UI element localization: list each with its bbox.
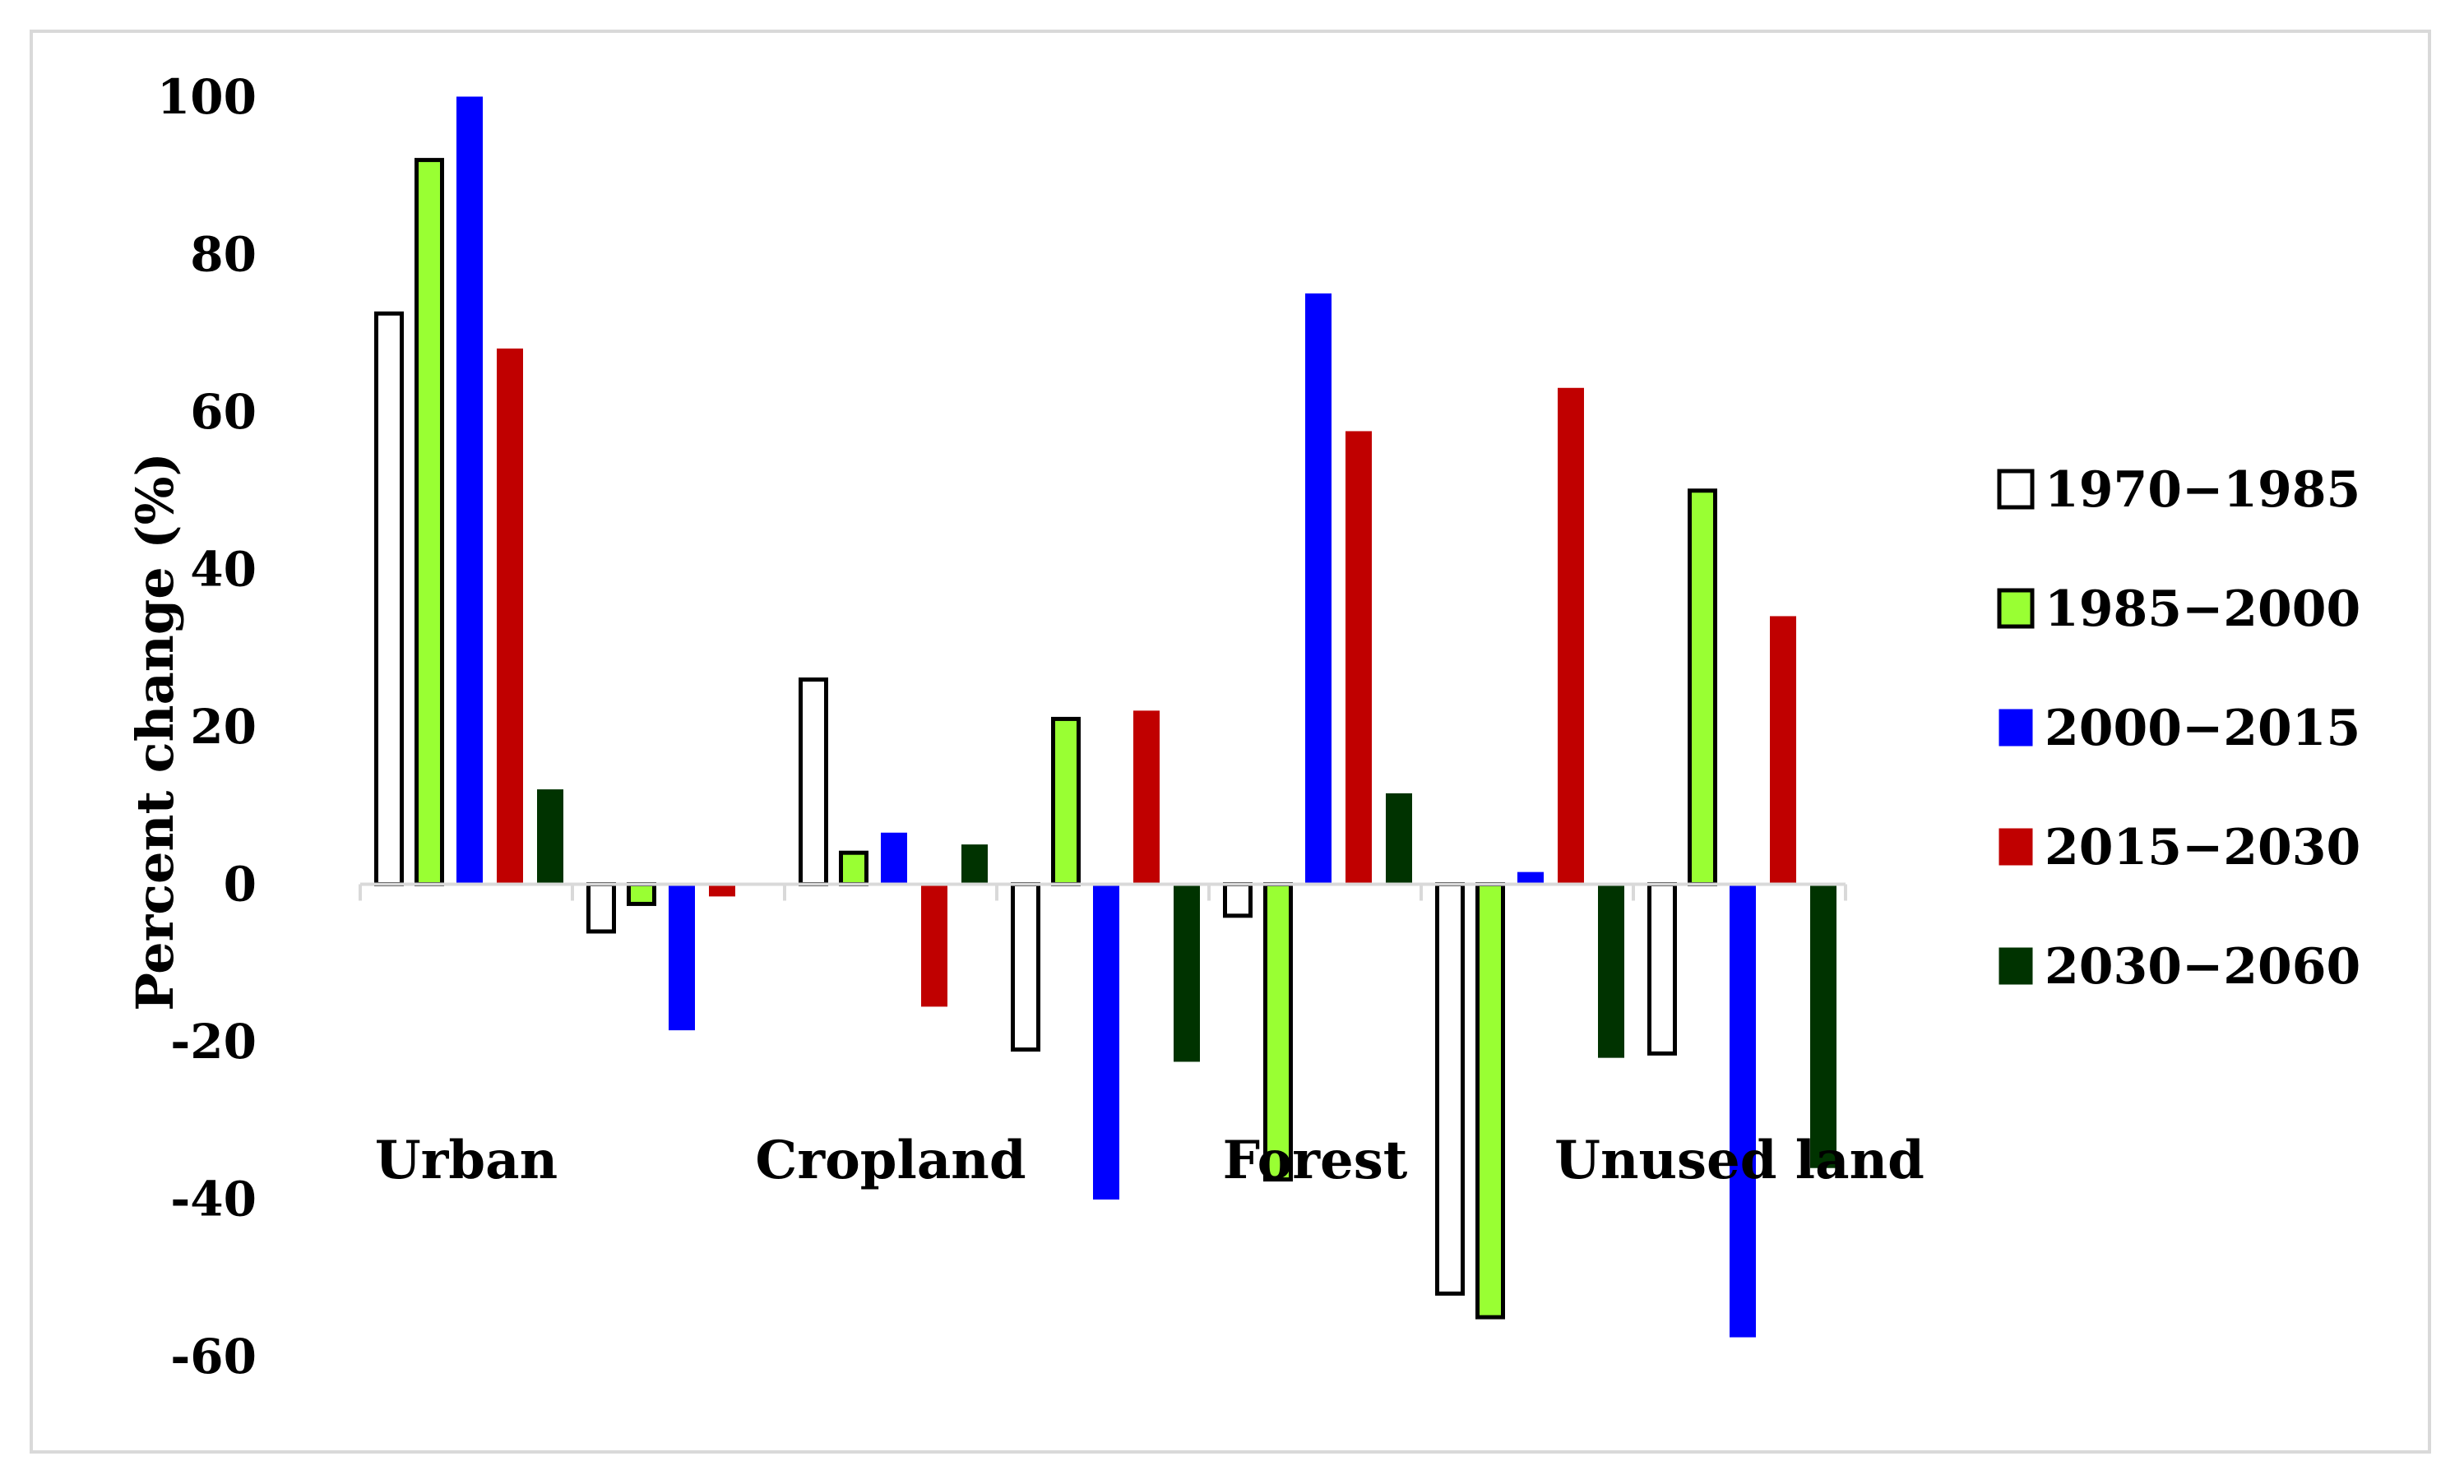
bar xyxy=(669,884,695,1031)
bar xyxy=(1435,882,1465,1296)
bar xyxy=(1647,882,1677,1056)
legend-swatch xyxy=(1999,947,2033,985)
y-tick-label: 20 xyxy=(190,699,257,755)
bar xyxy=(1386,793,1412,885)
bar xyxy=(799,677,828,886)
bar xyxy=(374,311,404,886)
legend-label: 2000−2015 xyxy=(2045,700,2360,757)
bar xyxy=(586,882,616,934)
y-tick-label: -20 xyxy=(170,1014,257,1070)
category-label: Urban xyxy=(375,1130,558,1191)
bar xyxy=(456,96,483,885)
bar xyxy=(1770,616,1796,885)
bar xyxy=(1263,882,1293,1182)
x-axis-ticks xyxy=(359,884,1847,901)
y-tick-label: 0 xyxy=(224,857,257,913)
legend-swatch xyxy=(1997,469,2035,510)
bar xyxy=(709,884,735,897)
legend: 1970−1985 1985−2000 2000−2015 2015−2030 2030… xyxy=(1997,461,2360,996)
y-tick-label: -60 xyxy=(170,1329,257,1385)
legend-swatch xyxy=(1997,588,2035,629)
legend-swatch xyxy=(1999,828,2033,866)
bar xyxy=(537,789,563,885)
y-tick-label: 100 xyxy=(157,69,257,125)
bar xyxy=(1223,882,1253,918)
legend-label: 1985−2000 xyxy=(2045,580,2360,638)
y-tick-label: -40 xyxy=(170,1172,257,1227)
category-label: Cropland xyxy=(755,1130,1026,1191)
bar xyxy=(1305,293,1332,885)
bar xyxy=(627,882,656,906)
bar xyxy=(415,158,444,887)
bar xyxy=(1011,882,1040,1052)
bar xyxy=(1810,884,1836,1168)
bar xyxy=(1598,884,1624,1058)
legend-label: 1970−1985 xyxy=(2045,461,2360,519)
chart-frame: Percent change (%) 100 80 60 40 20 0 -20 -40 -60… xyxy=(30,30,2431,1454)
bar xyxy=(1558,387,1584,885)
bar xyxy=(1730,884,1756,1338)
bar xyxy=(961,844,988,885)
category-label: Forest xyxy=(1223,1130,1408,1191)
bar xyxy=(1174,884,1200,1062)
category-label: Unused land xyxy=(1554,1130,1924,1191)
bar xyxy=(1093,884,1119,1200)
legend-label: 2030−2060 xyxy=(2045,938,2360,996)
bar xyxy=(1051,716,1081,886)
bar xyxy=(1345,431,1372,885)
y-axis-title: Percent change (%) xyxy=(125,452,185,1011)
y-axis-ticks: 100 80 60 40 20 0 -20 -40 -60 xyxy=(157,69,257,1385)
y-tick-label: 80 xyxy=(190,227,257,283)
y-tick-label: 40 xyxy=(190,542,257,598)
bar xyxy=(497,348,523,885)
bar xyxy=(1133,710,1160,885)
y-tick-label: 60 xyxy=(190,384,257,440)
bar xyxy=(881,832,907,885)
bar xyxy=(921,884,947,1007)
bar xyxy=(839,850,868,887)
bar xyxy=(1517,871,1544,885)
bar xyxy=(1688,488,1717,886)
bar xyxy=(1475,882,1505,1320)
legend-label: 2015−2030 xyxy=(2045,819,2360,876)
legend-swatch xyxy=(1999,709,2033,747)
category-labels: Urban Cropland Forest Unused land xyxy=(375,1130,1924,1191)
bar-chart: Percent change (%) 100 80 60 40 20 0 -20 -40 -60… xyxy=(125,69,2360,1385)
bars xyxy=(374,96,1836,1338)
